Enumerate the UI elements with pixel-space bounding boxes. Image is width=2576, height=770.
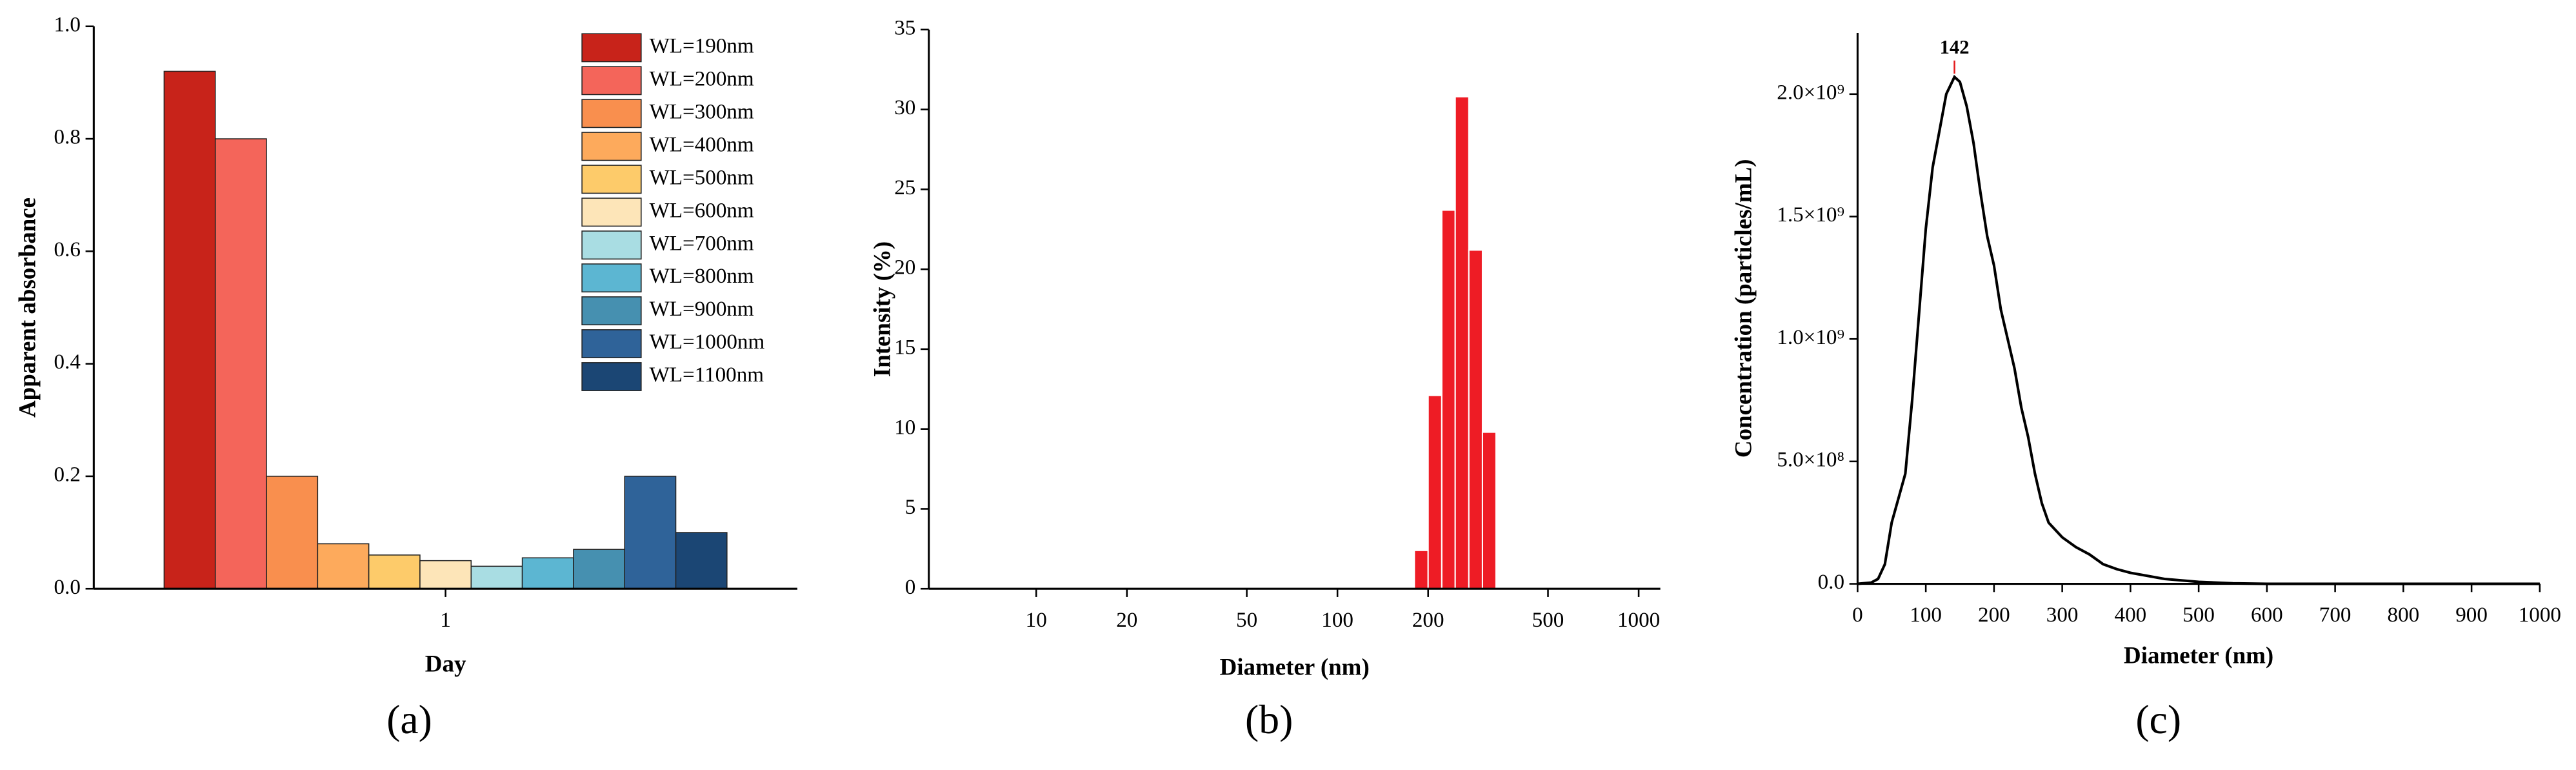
x-tick-label: 400 xyxy=(2115,603,2147,627)
legend-label: WL=200nm xyxy=(650,66,754,90)
legend-label: WL=1000nm xyxy=(650,330,765,354)
y-tick-label: 10 xyxy=(894,415,915,439)
x-tick-label: 500 xyxy=(2182,603,2215,627)
bar xyxy=(368,554,421,589)
legend-swatch xyxy=(581,66,642,96)
y-axis-label: Intensity (%) xyxy=(868,241,895,377)
legend-label: WL=900nm xyxy=(650,297,754,321)
y-axis-label: Apparent absorbance xyxy=(14,198,40,418)
bar xyxy=(573,549,625,589)
x-axis-label: Day xyxy=(425,650,466,676)
y-tick-label: 1.0×10⁹ xyxy=(1777,325,1844,349)
y-tick-label: 15 xyxy=(894,336,915,360)
bar xyxy=(163,70,216,589)
panel-caption: (b) xyxy=(1245,696,1293,742)
x-tick-label: 700 xyxy=(2319,603,2351,627)
y-axis-label: Concentration (particles/mL) xyxy=(1730,159,1757,458)
legend-swatch xyxy=(581,329,642,358)
y-tick-label: 5.0×10⁸ xyxy=(1777,447,1844,471)
y-tick-label: 1.0 xyxy=(54,12,81,36)
x-tick-label: 200 xyxy=(1412,608,1444,632)
legend-label: WL=1100nm xyxy=(650,363,764,387)
y-tick-label: 0.6 xyxy=(54,238,81,261)
x-tick-label: 50 xyxy=(1236,608,1257,632)
x-tick-label: 800 xyxy=(2388,603,2420,627)
x-tick-label: 20 xyxy=(1116,608,1137,632)
legend-swatch xyxy=(581,263,642,293)
x-tick-label: 1 xyxy=(440,608,451,632)
legend-swatch xyxy=(581,198,642,227)
legend-swatch xyxy=(581,230,642,260)
legend-swatch xyxy=(581,132,642,161)
legend-swatch xyxy=(581,33,642,63)
legend-label: WL=500nm xyxy=(650,165,754,189)
bar xyxy=(624,476,677,589)
y-tick-label: 0.8 xyxy=(54,125,81,149)
x-tick-label: 300 xyxy=(2046,603,2079,627)
panel-caption: (c) xyxy=(2135,696,2181,742)
legend-swatch xyxy=(581,362,642,391)
y-tick-label: 0 xyxy=(905,575,916,599)
bar xyxy=(1441,209,1456,590)
y-tick-label: 0.4 xyxy=(54,350,81,374)
bar xyxy=(317,543,370,589)
line xyxy=(1857,74,2540,585)
bar xyxy=(214,138,267,589)
y-tick-label: 0.0 xyxy=(1818,570,1844,594)
y-tick-label: 2.0×10⁹ xyxy=(1777,80,1844,104)
bar xyxy=(1413,549,1429,590)
bar xyxy=(521,557,574,589)
annotation: 142 xyxy=(1940,36,1970,58)
panel-caption: (a) xyxy=(386,696,432,742)
x-tick-label: 900 xyxy=(2455,603,2488,627)
x-tick-label: 1000 xyxy=(1617,608,1660,632)
bar xyxy=(1481,431,1497,590)
bar xyxy=(470,565,523,589)
x-tick-label: 200 xyxy=(1978,603,2010,627)
legend-label: WL=800nm xyxy=(650,264,754,288)
x-tick-label: 500 xyxy=(1532,608,1564,632)
bar xyxy=(675,532,728,589)
legend-swatch xyxy=(581,99,642,128)
y-tick-label: 20 xyxy=(894,256,915,279)
legend-swatch xyxy=(581,165,642,194)
bar xyxy=(1454,96,1470,590)
legend-label: WL=400nm xyxy=(650,132,754,156)
legend-label: WL=600nm xyxy=(650,198,754,222)
x-tick-label: 100 xyxy=(1321,608,1353,632)
x-axis-label: Diameter (nm) xyxy=(1220,654,1370,681)
x-tick-label: 10 xyxy=(1026,608,1047,632)
bar xyxy=(1468,249,1483,590)
x-tick-label: 100 xyxy=(1910,603,1942,627)
legend-label: WL=300nm xyxy=(650,99,754,123)
legend-label: WL=700nm xyxy=(650,231,754,255)
bar xyxy=(419,560,472,589)
x-axis-label: Diameter (nm) xyxy=(2124,642,2273,669)
y-tick-label: 0.0 xyxy=(54,575,81,599)
y-tick-label: 35 xyxy=(894,15,915,39)
x-tick-label: 0 xyxy=(1852,603,1863,627)
y-tick-label: 0.2 xyxy=(54,463,81,487)
y-tick-label: 1.5×10⁹ xyxy=(1777,203,1844,227)
y-tick-label: 25 xyxy=(894,176,915,199)
legend-label: WL=190nm xyxy=(650,34,754,57)
x-tick-label: 1000 xyxy=(2519,603,2561,627)
y-tick-label: 5 xyxy=(905,495,916,519)
legend-swatch xyxy=(581,296,642,326)
bar xyxy=(266,476,319,589)
y-tick-label: 30 xyxy=(894,96,915,119)
bar xyxy=(1427,394,1443,590)
x-tick-label: 600 xyxy=(2251,603,2283,627)
